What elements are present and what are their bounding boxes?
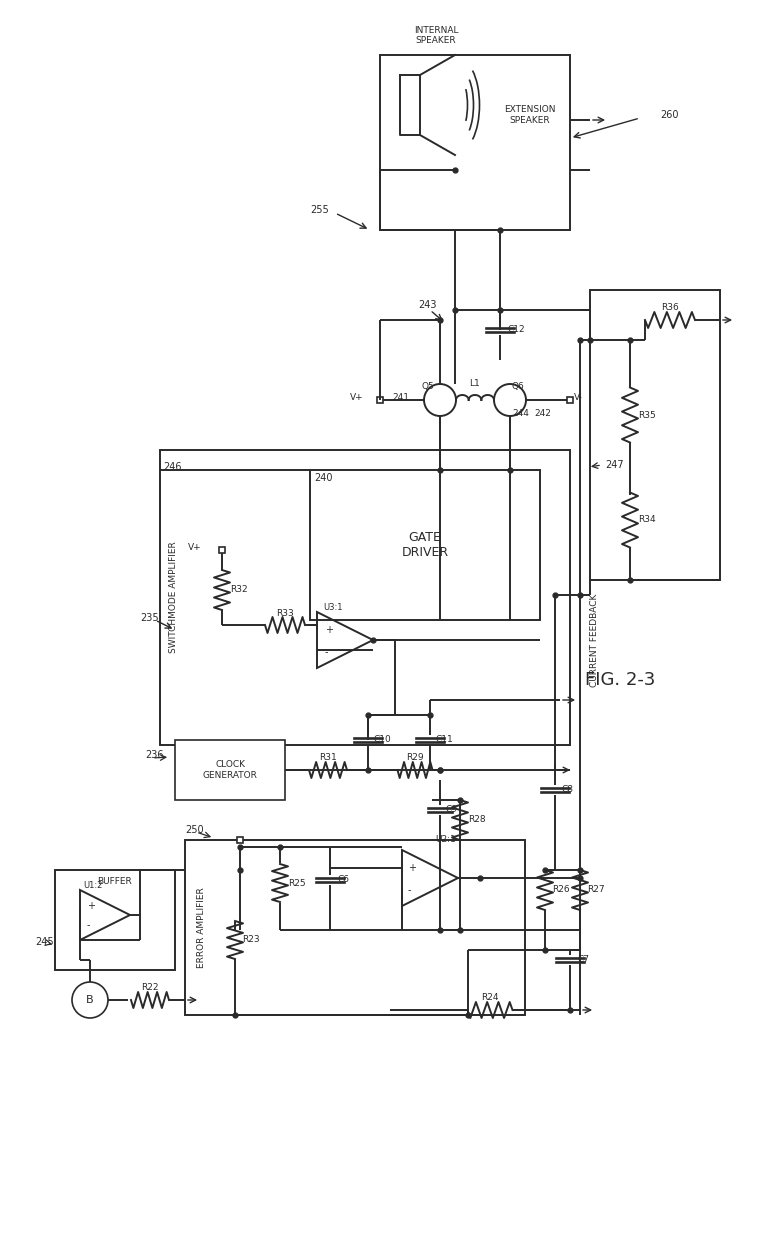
Text: 242: 242 xyxy=(534,408,551,418)
Text: R31: R31 xyxy=(319,754,337,763)
Bar xyxy=(590,290,720,580)
Text: R28: R28 xyxy=(468,816,485,825)
Text: 250: 250 xyxy=(185,825,204,835)
Bar xyxy=(160,450,570,745)
Text: R34: R34 xyxy=(638,515,656,525)
Text: 244: 244 xyxy=(512,408,529,418)
Text: C8: C8 xyxy=(562,785,574,795)
Text: C12: C12 xyxy=(508,326,525,335)
Text: V+: V+ xyxy=(350,393,363,403)
Bar xyxy=(377,397,383,403)
Text: +: + xyxy=(87,901,95,911)
Text: R23: R23 xyxy=(242,935,260,944)
Bar xyxy=(175,740,285,800)
Text: +: + xyxy=(408,863,416,873)
Text: ERROR AMPLIFIER: ERROR AMPLIFIER xyxy=(197,887,206,968)
Text: 235: 235 xyxy=(140,613,159,623)
Text: EXTENSION
SPEAKER: EXTENSION SPEAKER xyxy=(505,106,556,124)
Text: R36: R36 xyxy=(661,304,679,312)
Bar xyxy=(219,547,225,554)
Text: R22: R22 xyxy=(141,984,159,993)
Text: C9: C9 xyxy=(446,806,458,815)
Text: B: B xyxy=(86,995,94,1005)
Text: 255: 255 xyxy=(310,205,329,215)
Text: R26: R26 xyxy=(552,886,570,894)
Text: C7: C7 xyxy=(577,955,589,964)
Bar xyxy=(55,870,175,970)
Text: 246: 246 xyxy=(163,462,181,471)
Bar xyxy=(237,837,243,843)
Text: 236: 236 xyxy=(145,750,164,760)
Text: 240: 240 xyxy=(314,473,333,483)
Text: R24: R24 xyxy=(482,994,498,1003)
Text: CURRENT FEEDBACK: CURRENT FEEDBACK xyxy=(590,593,599,687)
Text: R33: R33 xyxy=(276,608,294,617)
Text: 260: 260 xyxy=(660,109,678,119)
Bar xyxy=(380,55,570,230)
Text: BUFFER: BUFFER xyxy=(98,877,132,887)
Text: L1: L1 xyxy=(469,378,480,387)
Text: C11: C11 xyxy=(436,735,454,744)
Text: V+: V+ xyxy=(188,544,202,552)
Text: INTERNAL
SPEAKER: INTERNAL SPEAKER xyxy=(414,26,458,45)
Bar xyxy=(310,470,540,620)
Text: U1:2: U1:2 xyxy=(83,882,102,891)
Text: Q6: Q6 xyxy=(512,382,525,391)
Text: -: - xyxy=(408,884,412,894)
Text: U2:1: U2:1 xyxy=(435,836,455,845)
Text: R25: R25 xyxy=(288,878,306,887)
Text: 241: 241 xyxy=(392,393,409,402)
Text: R32: R32 xyxy=(230,586,247,595)
Text: -: - xyxy=(325,647,329,657)
Text: 243: 243 xyxy=(418,300,436,310)
Text: U3:1: U3:1 xyxy=(323,603,343,612)
Text: V-: V- xyxy=(574,393,583,403)
Text: 245: 245 xyxy=(35,937,54,947)
Text: GATE
DRIVER: GATE DRIVER xyxy=(402,531,449,559)
Text: CLOCK
GENERATOR: CLOCK GENERATOR xyxy=(203,760,257,780)
Text: FIG. 2-3: FIG. 2-3 xyxy=(584,671,655,689)
Text: SWITCHMODE AMPLIFIER: SWITCHMODE AMPLIFIER xyxy=(170,541,178,653)
Text: R35: R35 xyxy=(638,411,656,419)
Bar xyxy=(185,840,525,1015)
Bar xyxy=(567,397,573,403)
Text: Q5: Q5 xyxy=(422,382,435,391)
Text: R27: R27 xyxy=(587,886,604,894)
Text: R29: R29 xyxy=(406,754,424,763)
Text: -: - xyxy=(87,921,91,931)
Text: C6: C6 xyxy=(337,876,349,884)
Text: +: + xyxy=(325,624,333,634)
Text: 247: 247 xyxy=(605,460,624,470)
Text: C10: C10 xyxy=(374,735,392,744)
